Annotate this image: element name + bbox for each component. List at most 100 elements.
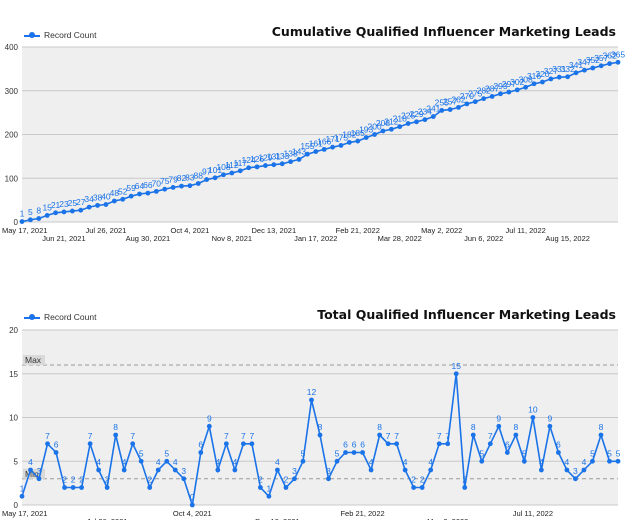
data-point[interactable] bbox=[351, 450, 357, 455]
data-point[interactable] bbox=[556, 450, 561, 455]
data-point[interactable] bbox=[44, 213, 50, 218]
data-point[interactable] bbox=[249, 441, 255, 447]
data-point[interactable] bbox=[496, 423, 502, 429]
data-point[interactable] bbox=[254, 164, 260, 170]
data-point[interactable] bbox=[402, 467, 408, 473]
data-point[interactable] bbox=[206, 423, 212, 429]
data-point[interactable] bbox=[232, 467, 238, 473]
data-point[interactable] bbox=[598, 63, 604, 69]
data-point[interactable] bbox=[128, 193, 134, 199]
data-point[interactable] bbox=[170, 185, 176, 190]
data-point[interactable] bbox=[422, 117, 428, 123]
data-point[interactable] bbox=[547, 423, 553, 429]
data-point[interactable] bbox=[300, 458, 306, 464]
data-point[interactable] bbox=[266, 493, 272, 499]
data-point[interactable] bbox=[317, 432, 323, 438]
data-point[interactable] bbox=[130, 441, 136, 447]
data-point[interactable] bbox=[195, 181, 201, 186]
data-point[interactable] bbox=[372, 132, 377, 137]
data-point[interactable] bbox=[198, 450, 204, 455]
data-point[interactable] bbox=[530, 415, 536, 420]
data-point[interactable] bbox=[411, 485, 417, 490]
data-point[interactable] bbox=[187, 183, 193, 189]
data-point[interactable] bbox=[275, 467, 280, 473]
chart-legend[interactable]: Record Count bbox=[24, 312, 96, 322]
data-point[interactable] bbox=[556, 74, 562, 80]
data-point[interactable] bbox=[334, 458, 340, 464]
data-point[interactable] bbox=[428, 467, 434, 473]
data-point[interactable] bbox=[204, 177, 210, 182]
data-point[interactable] bbox=[590, 458, 595, 464]
data-point[interactable] bbox=[181, 476, 187, 482]
data-point[interactable] bbox=[343, 450, 348, 455]
data-point[interactable] bbox=[215, 467, 221, 473]
data-point[interactable] bbox=[607, 61, 613, 67]
data-point[interactable] bbox=[456, 104, 461, 110]
data-point[interactable] bbox=[414, 119, 419, 125]
data-point[interactable] bbox=[120, 196, 126, 202]
data-point[interactable] bbox=[346, 139, 352, 145]
data-point[interactable] bbox=[590, 65, 596, 71]
data-point[interactable] bbox=[531, 81, 537, 87]
data-point[interactable] bbox=[240, 441, 246, 447]
data-point[interactable] bbox=[237, 168, 243, 174]
data-point[interactable] bbox=[155, 467, 161, 473]
data-point[interactable] bbox=[581, 467, 587, 473]
data-point[interactable] bbox=[615, 59, 621, 65]
data-point[interactable] bbox=[445, 441, 451, 447]
data-point[interactable] bbox=[436, 441, 442, 447]
data-point[interactable] bbox=[487, 441, 493, 447]
data-point[interactable] bbox=[430, 114, 436, 119]
data-point[interactable] bbox=[489, 94, 495, 99]
data-point[interactable] bbox=[137, 191, 142, 197]
data-point[interactable] bbox=[360, 450, 365, 455]
data-point[interactable] bbox=[439, 108, 445, 113]
data-point[interactable] bbox=[355, 138, 361, 144]
data-point[interactable] bbox=[113, 432, 119, 438]
data-point[interactable] bbox=[521, 458, 527, 464]
data-point[interactable] bbox=[271, 162, 277, 168]
data-point[interactable] bbox=[607, 458, 612, 464]
data-point[interactable] bbox=[523, 84, 529, 90]
data-point[interactable] bbox=[147, 485, 153, 490]
data-point[interactable] bbox=[53, 210, 58, 216]
data-point[interactable] bbox=[394, 441, 400, 447]
data-point[interactable] bbox=[36, 216, 42, 221]
data-point[interactable] bbox=[179, 183, 184, 189]
data-point[interactable] bbox=[472, 99, 478, 105]
data-point[interactable] bbox=[292, 476, 297, 482]
data-point[interactable] bbox=[87, 441, 93, 447]
data-point[interactable] bbox=[538, 467, 544, 473]
data-point[interactable] bbox=[548, 76, 554, 82]
data-point[interactable] bbox=[305, 151, 310, 157]
data-point[interactable] bbox=[464, 101, 470, 107]
data-point[interactable] bbox=[279, 161, 285, 167]
data-point[interactable] bbox=[470, 432, 476, 438]
data-point[interactable] bbox=[62, 485, 67, 490]
data-point[interactable] bbox=[19, 219, 25, 224]
data-point[interactable] bbox=[313, 149, 319, 154]
data-point[interactable] bbox=[212, 175, 218, 181]
data-point[interactable] bbox=[164, 458, 170, 464]
data-point[interactable] bbox=[153, 188, 159, 194]
data-point[interactable] bbox=[258, 485, 263, 490]
data-point[interactable] bbox=[53, 450, 59, 455]
data-point[interactable] bbox=[223, 441, 229, 447]
data-point[interactable] bbox=[27, 217, 33, 223]
data-point[interactable] bbox=[419, 485, 425, 490]
data-point[interactable] bbox=[615, 458, 621, 464]
data-point[interactable] bbox=[78, 207, 84, 213]
data-point[interactable] bbox=[121, 467, 127, 473]
data-point[interactable] bbox=[385, 441, 391, 447]
data-point[interactable] bbox=[69, 208, 75, 214]
data-point[interactable] bbox=[321, 146, 327, 152]
data-point[interactable] bbox=[138, 458, 144, 464]
data-point[interactable] bbox=[368, 467, 374, 473]
data-point[interactable] bbox=[162, 186, 168, 192]
data-point[interactable] bbox=[338, 143, 344, 148]
data-point[interactable] bbox=[79, 485, 84, 490]
data-point[interactable] bbox=[481, 96, 487, 102]
data-point[interactable] bbox=[582, 67, 587, 73]
data-point[interactable] bbox=[86, 204, 92, 210]
